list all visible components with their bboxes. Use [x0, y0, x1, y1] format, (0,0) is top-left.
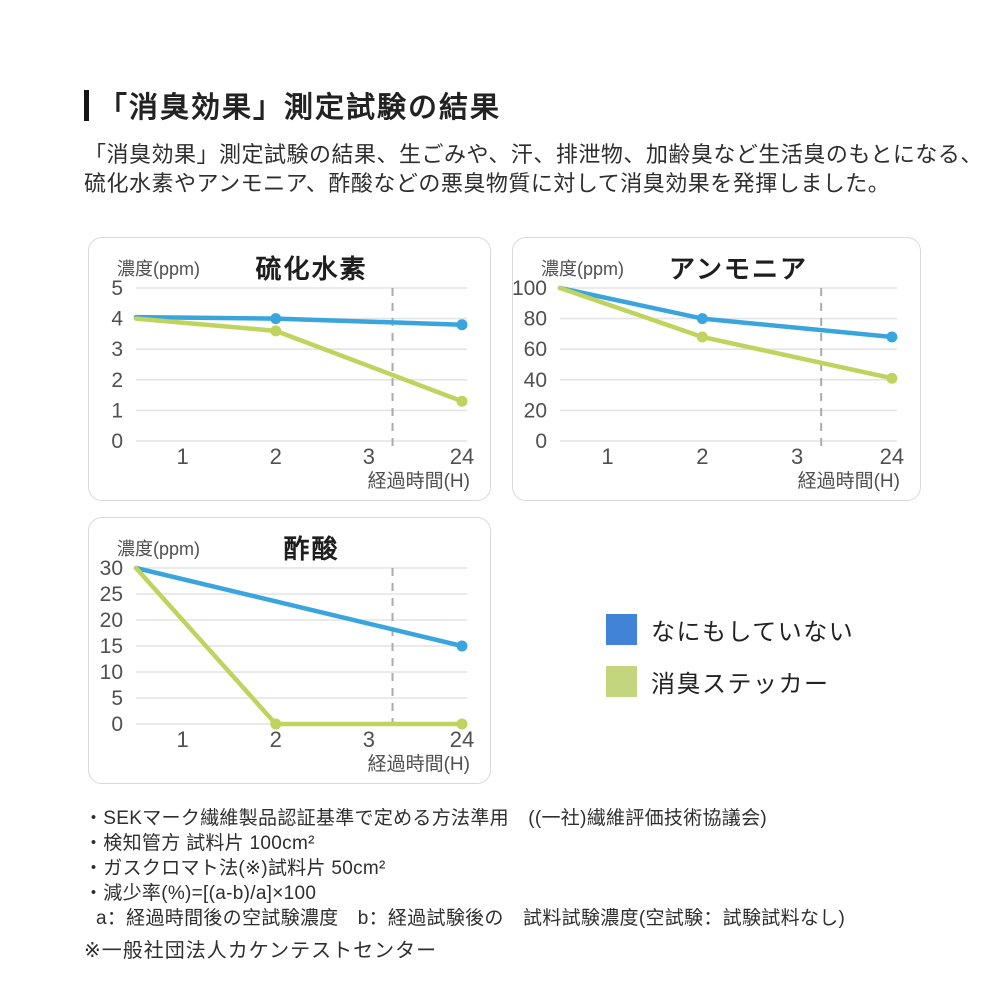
data-point-sticker-24h: [456, 718, 468, 730]
legend-swatch-untreated: [606, 614, 637, 645]
footnote-line-1: ・SEKマーク繊維製品認証基準で定める方法準用 ((一社)繊維評価技術協議会): [84, 808, 768, 829]
x-tick-label: 2: [696, 444, 708, 469]
footnote-line-2: ・検知管方 試料片 100cm²: [84, 833, 315, 854]
source-note: ※一般社団法人カケンテストセンター: [84, 940, 438, 962]
data-point-untreated-24h: [456, 319, 468, 331]
x-tick-label: 24: [880, 444, 904, 469]
data-point-sticker-24h: [456, 395, 468, 407]
chart-title: 酢酸: [283, 534, 339, 564]
footnotes: ・SEKマーク繊維製品認証基準で定める方法準用 ((一社)繊維評価技術協議会) ・…: [84, 806, 845, 931]
chart-panel-hydrogen-sulfide: 0 1 2 3 4 5 1 2 3 24 濃度(ppm) 硫化水素経過時間(H): [88, 237, 491, 501]
data-point-untreated-2h: [270, 313, 282, 325]
x-tick-label: 1: [177, 444, 189, 469]
data-point-sticker-2h: [270, 718, 282, 730]
y-tick-label: 1: [111, 399, 123, 422]
data-point-sticker-2h: [270, 325, 282, 337]
x-tick-label: 3: [791, 444, 803, 469]
legend-swatch-sticker: [606, 666, 637, 697]
chart-panel-ammonia: 0 20 40 60 80 100 1 2 3 24 濃度(ppm) アンモニア経過時間(H): [512, 237, 921, 501]
series-line-untreated: [133, 565, 465, 649]
intro-line-2: 硫化水素やアンモニア、酢酸などの悪臭物質に対して消臭効果を発揮しました。: [84, 171, 891, 196]
x-tick-label: 24: [450, 444, 474, 469]
y-tick-label: 2: [111, 369, 123, 392]
y-tick-label: 4: [111, 308, 123, 331]
y-tick-label: 0: [111, 430, 123, 453]
x-tick-label: 2: [270, 444, 282, 469]
data-point-untreated-2h: [696, 313, 708, 325]
footnote-line-3: ・ガスクロマト法(※)試料片 50cm²: [84, 858, 386, 879]
x-tick-label: 2: [270, 727, 282, 752]
y-tick-label: 5: [111, 277, 123, 300]
legend-label-untreated: なにもしていない: [651, 619, 855, 646]
chart-panel-acetic-acid: 0 5 10 15 20 25 30 1 2 3 24 濃度(ppm) 酢酸経過時間(H): [88, 517, 491, 784]
y-axis-label: 濃度(ppm): [117, 539, 200, 559]
x-tick-label: 3: [363, 727, 375, 752]
y-gridlines: [560, 287, 897, 442]
x-axis-label: 経過時間(H): [368, 470, 470, 492]
y-axis-label: 濃度(ppm): [117, 259, 200, 279]
legend-item-sticker: 消臭ステッカー: [606, 664, 854, 699]
y-axis-label: 濃度(ppm): [541, 259, 624, 279]
y-tick-label: 60: [524, 338, 547, 361]
legend-label-sticker: 消臭ステッカー: [651, 671, 830, 698]
y-tick-label: 25: [100, 583, 123, 606]
x-axis-label: 経過時間(H): [798, 470, 900, 492]
data-point-untreated-24h: [456, 640, 468, 652]
y-tick-label: 0: [535, 430, 547, 453]
intro-text: 「消臭効果」測定試験の結果、生ごみや、汗、排泄物、加齢臭など生活臭のもとになる、…: [84, 140, 983, 198]
y-tick-label: 80: [524, 308, 547, 331]
footnote-line-5: a：経過時間後の空試験濃度 b：経過試験後の 試料試験濃度(空試験：試験試料なし…: [96, 908, 846, 929]
data-point-untreated-24h: [886, 331, 898, 343]
x-tick-label: 24: [450, 727, 474, 752]
y-gridlines: [136, 287, 467, 442]
y-tick-label: 10: [100, 661, 123, 684]
y-gridlines: [136, 567, 467, 725]
title-accent-bar: [84, 89, 89, 121]
chart-title: アンモニア: [669, 254, 808, 284]
y-tick-label: 3: [111, 338, 123, 361]
y-tick-label: 20: [100, 609, 123, 632]
x-tick-label: 1: [601, 444, 613, 469]
legend: なにもしていない 消臭ステッカー: [606, 612, 854, 699]
y-tick-label: 20: [524, 399, 547, 422]
y-tick-label: 15: [100, 635, 123, 658]
y-tick-label: 30: [100, 557, 123, 580]
chart-title: 硫化水素: [255, 254, 367, 284]
footnote-line-4: ・減少率(%)=[(a-b)/a]×100: [84, 883, 317, 904]
series-line-untreated: [557, 285, 895, 340]
y-tick-label: 0: [111, 713, 123, 736]
intro-line-1: 「消臭効果」測定試験の結果、生ごみや、汗、排泄物、加齢臭など生活臭のもとになる、: [84, 142, 983, 167]
y-tick-label: 100: [513, 277, 547, 300]
data-point-sticker-24h: [886, 372, 898, 384]
series-line-sticker: [133, 316, 465, 404]
y-tick-label: 5: [111, 687, 123, 710]
page-header: 「消臭効果」測定試験の結果: [84, 84, 501, 126]
data-point-sticker-2h: [696, 331, 708, 343]
x-tick-label: 3: [363, 444, 375, 469]
page-title: 「消臭効果」測定試験の結果: [98, 92, 502, 124]
x-axis-label: 経過時間(H): [368, 753, 470, 775]
legend-item-untreated: なにもしていない: [606, 612, 854, 647]
x-tick-label: 1: [177, 727, 189, 752]
y-tick-label: 40: [524, 369, 547, 392]
